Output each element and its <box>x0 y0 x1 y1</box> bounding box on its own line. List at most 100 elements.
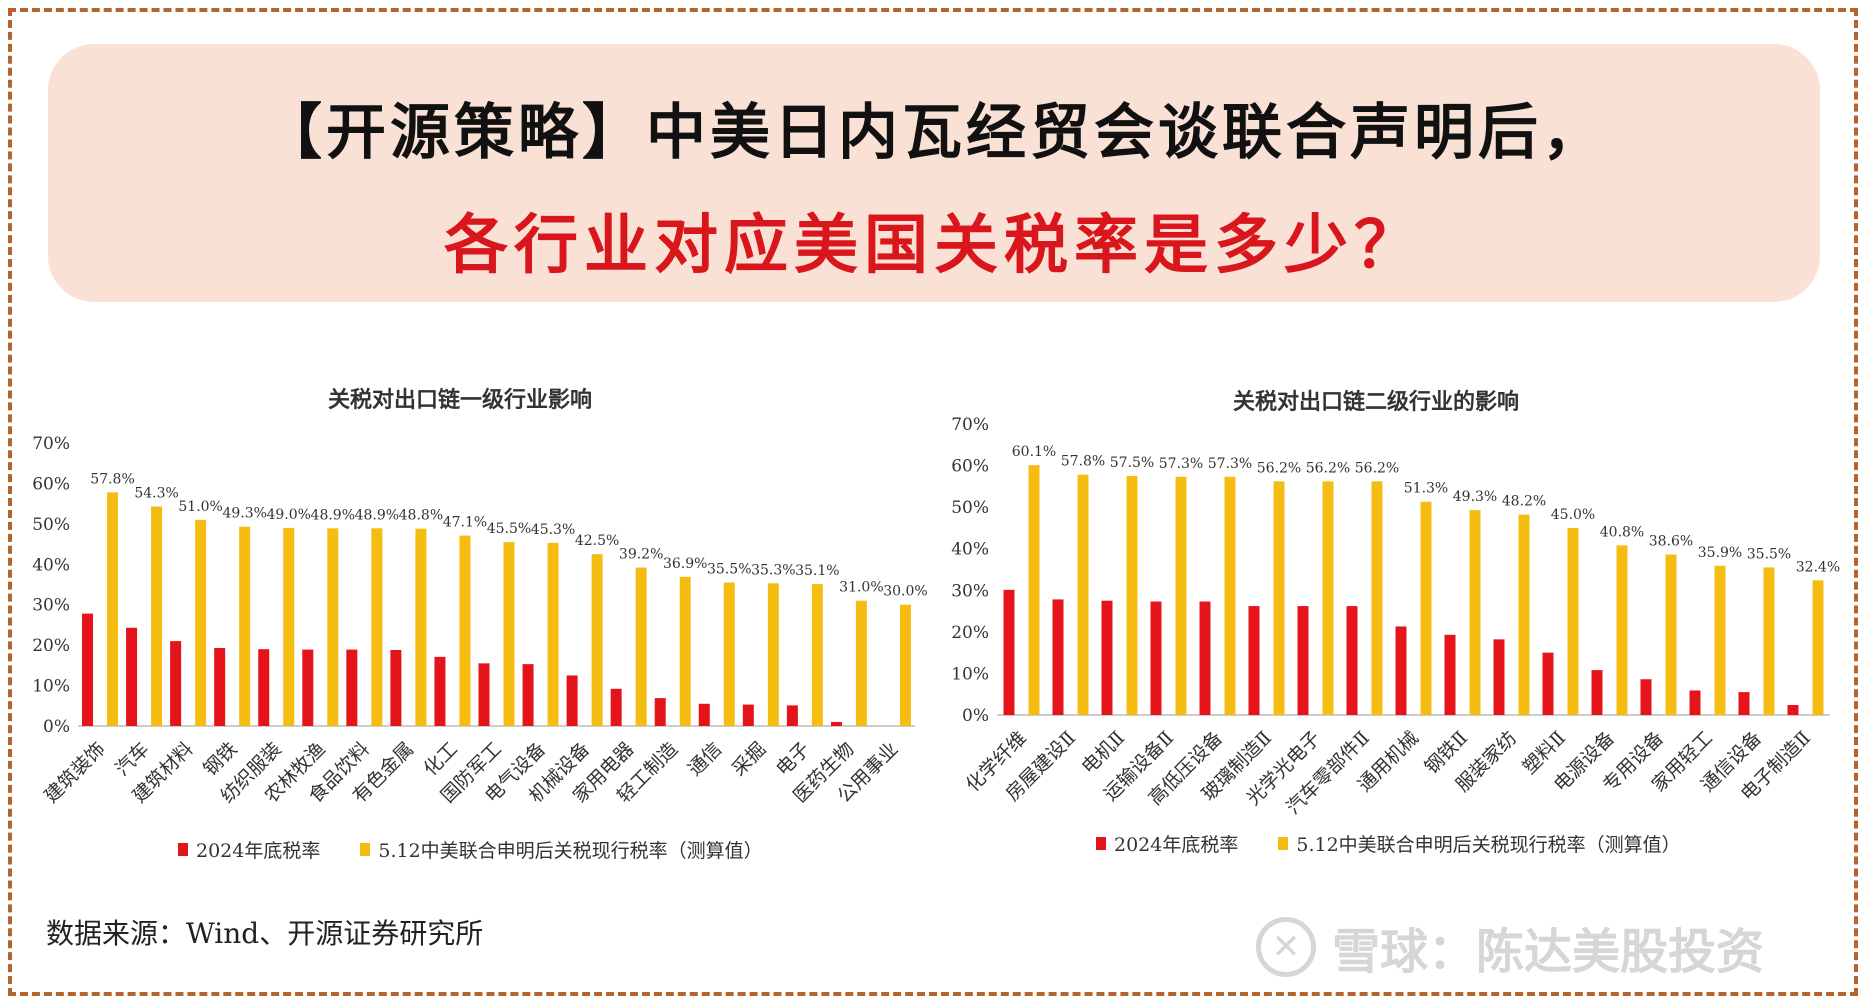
chart2-bar-current <box>1224 476 1236 715</box>
chart1-ytick-label: 30% <box>32 596 70 616</box>
chart2-data-label: 45.0% <box>1551 507 1595 523</box>
chart2-ytick-label: 10% <box>951 664 989 684</box>
chart2-bar-current <box>1371 481 1383 715</box>
chart1-bar-2024 <box>522 664 534 726</box>
chart2-bar-2024 <box>1003 589 1015 715</box>
chart1-ytick-label: 60% <box>32 474 70 494</box>
chart2-data-label: 35.5% <box>1747 546 1791 562</box>
chart1-data-label: 31.0% <box>839 580 883 596</box>
chart2-data-label: 49.3% <box>1453 489 1497 505</box>
chart1-data-label: 45.5% <box>487 521 531 537</box>
chart1-bar-2024 <box>258 649 270 726</box>
chart2-ytick-label: 30% <box>951 581 989 601</box>
chart1-data-label: 35.5% <box>707 561 751 577</box>
chart2-bar-current <box>1322 481 1334 715</box>
chart1-bar-current <box>723 582 735 726</box>
chart1-bar-current <box>107 492 119 726</box>
chart1-bar-2024 <box>566 675 578 726</box>
legend2-item-current: 5.12中美联合申明后关税现行税率（测算值） <box>1278 830 1681 857</box>
chart2-ytick-label: 20% <box>951 623 989 643</box>
chart1-bar-2024 <box>830 721 842 726</box>
chart1-bar-2024 <box>126 627 138 726</box>
chart2-bar-current <box>1469 510 1481 715</box>
chart2-data-label: 32.4% <box>1796 559 1840 575</box>
chart1-data-label: 51.0% <box>178 499 222 515</box>
chart2-bar-current <box>1028 465 1040 715</box>
chart1-bar-2024 <box>82 613 94 726</box>
chart2-ytick-label: 0% <box>962 706 989 726</box>
chart2-legend: 2024年底税率 5.12中美联合申明后关税现行税率（测算值） <box>1096 830 1681 857</box>
chart2-data-label: 57.3% <box>1159 456 1203 472</box>
chart1-category-label: 采掘 <box>728 738 770 780</box>
chart2-bar-current <box>1812 580 1824 715</box>
legend-label-current: 5.12中美联合申明后关税现行税率（测算值） <box>378 840 763 862</box>
chart1-bar-2024 <box>742 704 754 726</box>
chart2-bar-current <box>1518 514 1530 715</box>
watermark-text: 雪球：陈达美股投资 <box>1332 924 1765 980</box>
chart2-bar-2024 <box>1297 606 1309 715</box>
chart2-data-label: 56.2% <box>1355 460 1399 476</box>
chart1-bar-2024 <box>346 649 358 726</box>
chart1-bar-current <box>635 567 647 726</box>
chart1-bar-2024 <box>170 641 182 726</box>
chart1-bar-current <box>767 583 779 726</box>
chart2-bar-current <box>1175 476 1187 715</box>
chart1-bar-current <box>459 535 471 726</box>
chart1-ytick-label: 0% <box>43 717 70 737</box>
chart1-data-label: 35.1% <box>795 563 839 579</box>
title-banner: 【开源策略】中美日内瓦经贸会谈联合声明后， 各行业对应美国关税率是多少？ <box>48 44 1820 302</box>
legend2-swatch-red <box>1096 837 1106 850</box>
chart1-data-label: 45.3% <box>531 522 575 538</box>
chart1-data-label: 49.0% <box>266 507 310 523</box>
chart2-bar-2024 <box>1787 705 1799 715</box>
chart1-bar-2024 <box>302 649 314 726</box>
chart1-ytick-label: 10% <box>32 677 70 697</box>
chart2-bar-current <box>1763 567 1775 715</box>
data-source: 数据来源：Wind、开源证券研究所 <box>46 917 484 950</box>
legend-swatch-yellow <box>360 843 371 856</box>
dashed-frame <box>8 8 1858 996</box>
chart1-bar-current <box>415 528 427 726</box>
chart1-data-label: 49.3% <box>222 506 266 522</box>
chart2-bar-current <box>1273 481 1285 715</box>
chart2-bar-current <box>1420 501 1432 715</box>
chart2-data-label: 60.1% <box>1012 444 1056 460</box>
legend-swatch-red <box>178 843 188 856</box>
chart1-bar-2024 <box>434 656 446 726</box>
chart2-data-label: 48.2% <box>1502 494 1546 510</box>
chart2-bar-2024 <box>1150 601 1162 715</box>
chart1-legend: 2024年底税率 5.12中美联合申明后关税现行税率（测算值） <box>178 836 763 863</box>
xueqiu-logo-icon: ✕ <box>1256 917 1316 977</box>
legend2-label-current: 5.12中美联合申明后关税现行税率（测算值） <box>1296 834 1681 856</box>
chart1-ytick-label: 50% <box>32 515 70 535</box>
chart1-data-label: 36.9% <box>663 556 707 572</box>
chart1-bar-current <box>371 528 383 726</box>
chart2-bar-2024 <box>1640 679 1652 715</box>
chart2-bar-current <box>1126 475 1138 715</box>
chart1-bar-current <box>151 506 163 726</box>
chart1-bar-2024 <box>214 647 226 726</box>
legend2-label-2024: 2024年底税率 <box>1114 834 1239 856</box>
chart1-plot: 0%10%20%30%40%50%60%70%57.8%建筑装饰54.3%汽车5… <box>32 434 928 807</box>
chart1-bar-current <box>591 554 603 726</box>
legend-item-2024: 2024年底税率 <box>178 836 320 863</box>
chart1-title: 关税对出口链一级行业影响 <box>327 387 592 413</box>
chart2-bar-2024 <box>1444 634 1456 715</box>
chart1-ytick-label: 20% <box>32 636 70 656</box>
chart2-data-label: 35.9% <box>1698 545 1742 561</box>
page-subtitle: 各行业对应美国关税率是多少？ <box>444 208 1424 283</box>
chart1-bar-current <box>547 542 559 726</box>
chart1-category-label: 通信 <box>684 738 726 780</box>
chart1-bar-current <box>899 604 911 726</box>
legend-item-current: 5.12中美联合申明后关税现行税率（测算值） <box>360 836 763 863</box>
chart2-ytick-label: 70% <box>951 415 989 435</box>
chart1-bar-current <box>855 600 867 726</box>
chart2-bar-2024 <box>1738 692 1750 715</box>
chart1-data-label: 57.8% <box>90 471 134 487</box>
chart1-data-label: 47.1% <box>443 515 487 531</box>
chart1-data-label: 48.8% <box>399 508 443 524</box>
page-title: 【开源策略】中美日内瓦经贸会谈联合声明后， <box>262 98 1606 168</box>
chart2-bar-current <box>1077 474 1089 715</box>
chart2-data-label: 40.8% <box>1600 524 1644 540</box>
chart2-bar-2024 <box>1199 601 1211 715</box>
